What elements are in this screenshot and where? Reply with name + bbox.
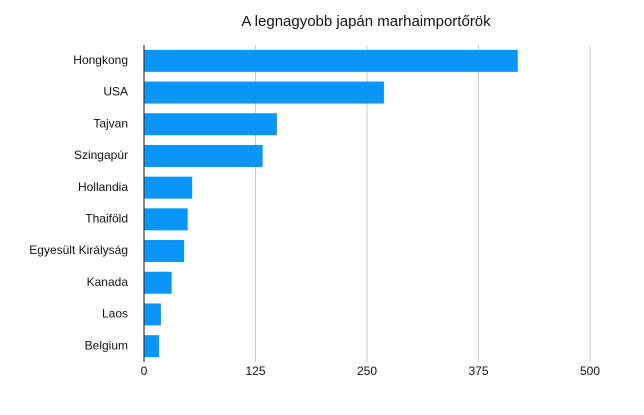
bar [144,240,185,263]
x-tick-label: 0 [141,364,148,378]
bar [144,113,277,136]
bar [144,144,263,167]
y-tick-label: Laos [102,307,128,321]
y-tick-label: Kanada [87,275,129,289]
y-tick-label: Belgium [85,338,128,352]
bar [144,81,384,104]
y-tick-label: Thaiföld [85,212,128,226]
bar [144,303,161,326]
bar [144,335,160,358]
bar [144,49,518,72]
y-tick-label: Hollandia [78,180,128,194]
bar [144,271,172,294]
y-tick-label: Tajvan [93,116,128,130]
y-tick-label: Hongkong [73,53,128,67]
y-tick-label: USA [103,85,128,99]
chart-title: A legnagyobb japán marhaimportőrök [241,13,491,30]
y-tick-label: Egyesült Királyság [29,243,128,257]
x-tick-label: 250 [357,364,377,378]
y-tick-label: Szingapúr [74,148,128,162]
bar [144,176,193,199]
bar [144,208,188,231]
x-tick-label: 500 [580,364,600,378]
x-tick-label: 125 [245,364,265,378]
x-tick-label: 375 [468,364,488,378]
